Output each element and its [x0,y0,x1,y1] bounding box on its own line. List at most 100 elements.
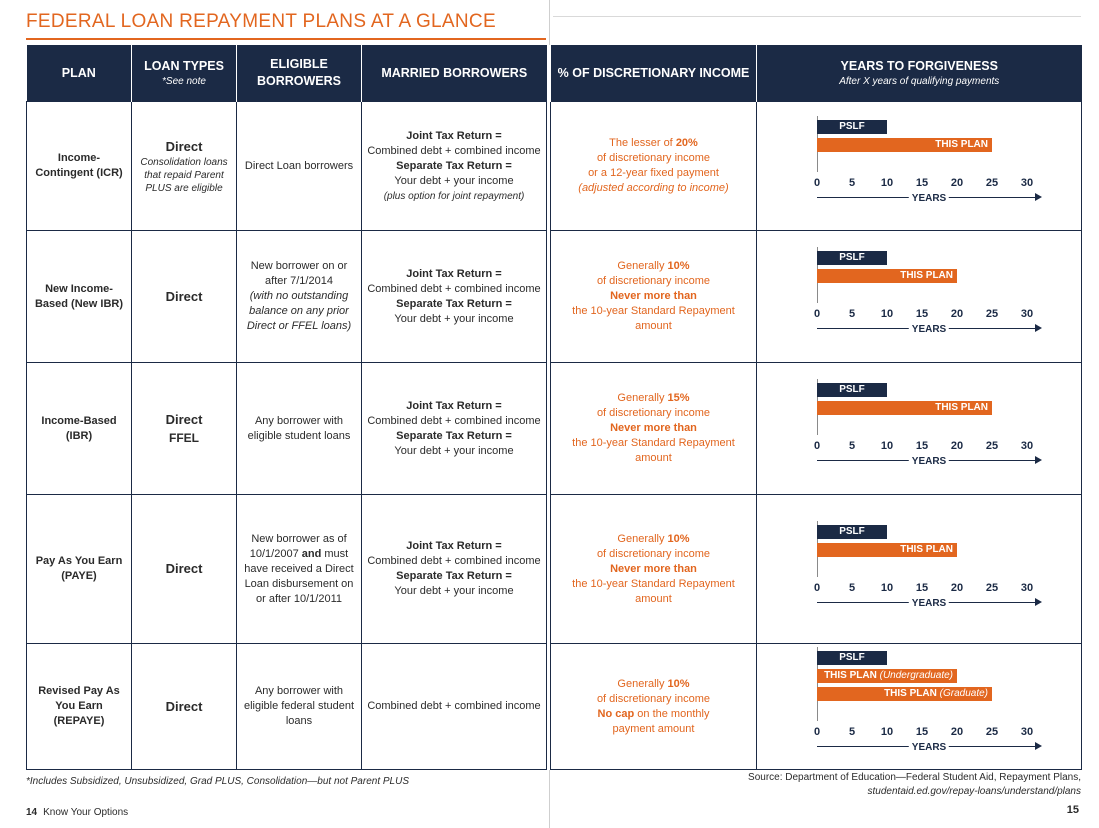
pslf-bar: PSLF [817,524,887,539]
bar-label: THIS PLAN [900,543,953,555]
footer-left: 14 Know Your Options [26,807,128,818]
pct-cap: Never more than [610,422,697,434]
source-url: studentaid.ed.gov/repay-loans/understand… [867,786,1081,797]
source-citation: Source: Department of Education—Federal … [561,771,1081,799]
pct-cap: Never more than [610,290,697,302]
source-text: Source: Department of Education—Federal … [748,772,1081,783]
tick-label: 10 [880,439,894,452]
this-plan-bar: THIS PLAN (Undergraduate) [817,668,957,683]
table-row: Income-Based (IBR) Direct FFEL Any borro… [26,362,1082,495]
loan-type: Direct [165,288,203,304]
separate-text: Your debt + your income [394,444,514,457]
tick-label: 10 [880,307,894,320]
separate-text: Your debt + your income [394,174,514,187]
joint-text: Combined debt + combined income [367,144,541,157]
pct-text: The lesser of [609,137,673,149]
title-rule [26,38,546,40]
eligible-text: New borrower as of 10/1/2007 [249,532,347,560]
pct-text: or a 12-year fixed payment [588,167,719,179]
pct-text: on the monthly [637,707,710,720]
table-row: Pay As You Earn (PAYE) Direct New borrow… [26,494,1082,644]
pslf-bar: PSLF [817,382,887,397]
tick-label: 10 [880,581,894,594]
bar-label: THIS PLAN [884,687,937,699]
eligible-note: (with no outstanding balance on any prio… [246,290,352,332]
tick-label: 0 [813,439,821,452]
table-row: New Income-Based (New IBR) Direct New bo… [26,230,1082,363]
pct-text: payment amount [612,722,695,735]
this-plan-bar: THIS PLAN [817,400,992,415]
separate-text: Your debt + your income [394,585,514,597]
table-row: Revised Pay As You Earn (REPAYE) Direct … [26,643,1082,770]
plan-name: New Income-Based (New IBR) [26,230,132,363]
table-row: Income-Contingent (ICR) Direct Consolida… [26,101,1082,231]
tick-label: 5 [848,177,856,190]
eligible-cell: New borrower on or after 7/1/2014 (with … [236,230,362,363]
gap-cell [546,494,551,644]
eligible-cell: New borrower as of 10/1/2007 and must ha… [236,494,362,644]
forgiveness-chart: PSLF THIS PLAN (Undergraduate) THIS PLAN (… [769,644,1069,769]
married-cell: Combined debt + combined income [361,643,547,770]
years-cell: PSLF THIS PLAN 0 5 10 15 20 25 30 YEARS [756,230,1082,363]
loan-type: Direct [165,698,203,714]
loan-type: Direct [165,138,203,154]
married-cell: Joint Tax Return = Combined debt + combi… [361,494,547,644]
loan-type-note: Consolidation loans that repaid Parent P… [140,156,228,194]
years-axis-label: YEARS [908,453,950,469]
header-years-note: After X years of qualifying payments [839,76,1000,87]
tick-label: 15 [915,307,929,320]
years-cell: PSLF THIS PLAN (Undergraduate) THIS PLAN (… [756,643,1082,770]
pct-text: of discretionary income [596,692,711,705]
joint-label: Joint Tax Return = [406,267,502,280]
header-loan-types-note: *See note [162,76,206,87]
this-plan-bar: THIS PLAN [817,542,957,557]
pslf-bar: PSLF [817,650,887,665]
pct-value: 20% [675,137,698,149]
pct-text: Generally [617,392,665,404]
tick-label: 30 [1020,439,1034,452]
pct-value: 10% [667,677,690,690]
tick-label: 0 [813,581,821,594]
pct-text: Generally [617,260,665,272]
tick-label: 20 [950,307,964,320]
loan-types-cell: Direct FFEL [131,362,237,495]
tick-label: 5 [848,581,856,594]
header-years-label: YEARS TO FORGIVENESS [840,59,998,73]
eligible-cell: Any borrower with eligible student loans [236,362,362,495]
pct-text: the 10-year Standard Repayment amount [572,305,735,332]
plan-name: Pay As You Earn (PAYE) [26,494,132,644]
pct-value: 15% [667,392,690,404]
pct-text: of discretionary income [596,275,711,287]
pslf-bar: PSLF [817,120,887,135]
gap-cell [546,230,551,363]
bar-label: PSLF [839,383,865,395]
arrow-right-icon [1035,597,1042,606]
tick-label: 0 [813,307,821,320]
years-axis-label: YEARS [908,321,950,337]
pct-text: Generally [617,677,665,690]
years-axis-label: YEARS [908,595,950,611]
plan-name: Income-Based (IBR) [26,362,132,495]
joint-text: Combined debt + combined income [367,555,541,567]
plan-name: Revised Pay As You Earn (REPAYE) [26,643,132,770]
separate-label: Separate Tax Return = [396,159,512,172]
repayment-plans-table: PLAN LOAN TYPES *See note ELIGIBLE BORRO… [26,45,1082,770]
pct-text: of discretionary income [596,407,711,419]
tick-label: 20 [950,581,964,594]
pct-value: 10% [667,532,690,545]
tick-label: 15 [915,177,929,190]
years-cell: PSLF THIS PLAN 0 5 10 15 20 25 30 YEARS [756,101,1082,231]
bar-label: THIS PLAN [824,669,877,681]
header-eligible: ELIGIBLE BORROWERS [236,45,362,102]
tick-label: 5 [848,439,856,452]
header-pct: % OF DISCRETIONARY INCOME [550,45,757,102]
loan-type: Direct [165,561,203,576]
pct-note: (adjusted according to income) [578,182,729,194]
footnote: *Includes Subsidized, Unsubsidized, Grad… [26,776,409,787]
pct-cell: Generally 15% of discretionary income Ne… [550,362,757,495]
header-gap [546,45,551,102]
footer-left-text: Know Your Options [43,807,129,818]
this-plan-bar: THIS PLAN (Graduate) [817,686,992,701]
years-cell: PSLF THIS PLAN 0 5 10 15 20 25 30 YEARS [756,362,1082,495]
tick-label: 10 [880,725,894,738]
